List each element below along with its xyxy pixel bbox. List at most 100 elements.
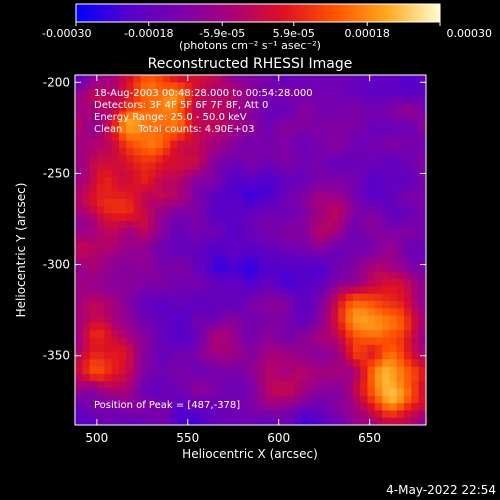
heatmap-cell: [309, 381, 317, 390]
heatmap-cell: [133, 388, 142, 397]
heatmap-cell: [360, 118, 369, 127]
heatmap-cell: [140, 279, 149, 288]
heatmap-cell: [82, 366, 91, 375]
heatmap-cell: [279, 169, 288, 178]
heatmap-cell: [104, 403, 113, 412]
heatmap-cell: [338, 155, 347, 164]
heatmap-cell: [418, 395, 426, 404]
heatmap-cell: [374, 271, 383, 280]
heatmap-cell: [213, 301, 222, 309]
heatmap-cell: [133, 381, 142, 390]
heatmap-cell: [148, 308, 157, 317]
heatmap-cell: [272, 133, 281, 142]
heatmap-cell: [221, 293, 230, 302]
heatmap-cell: [235, 104, 244, 113]
heatmap-cell: [316, 330, 325, 339]
heatmap-cell: [345, 140, 354, 149]
heatmap-cell: [287, 96, 295, 105]
heatmap-cell: [206, 133, 215, 142]
heatmap-cell: [148, 111, 157, 120]
heatmap-cell: [104, 126, 113, 134]
heatmap-cell: [323, 279, 332, 288]
heatmap-cell: [140, 250, 149, 258]
heatmap-cell: [265, 308, 274, 317]
heatmap-cell: [257, 228, 266, 237]
heatmap-cell: [75, 417, 83, 425]
heatmap-cell: [140, 395, 149, 404]
heatmap-cell: [126, 177, 135, 185]
heatmap-cell: [389, 293, 398, 302]
heatmap-cell: [411, 395, 420, 404]
heatmap-cell: [192, 82, 200, 91]
heatmap-cell: [140, 118, 149, 127]
heatmap-cell: [89, 162, 98, 171]
heatmap-cell: [396, 118, 405, 127]
heatmap-cell: [257, 293, 266, 302]
heatmap-cell: [155, 410, 164, 419]
heatmap-cell: [126, 410, 135, 419]
heatmap-cell: [323, 308, 332, 317]
heatmap-cell: [206, 359, 215, 368]
heatmap-cell: [184, 96, 193, 105]
heatmap-cell: [89, 104, 98, 113]
heatmap-cell: [418, 118, 426, 127]
heatmap-cell: [360, 352, 369, 360]
heatmap-cell: [287, 133, 295, 142]
heatmap-cell: [367, 330, 376, 339]
heatmap-cell: [316, 337, 325, 346]
heatmap-cell: [294, 264, 303, 273]
heatmap-cell: [126, 257, 135, 266]
heatmap-cell: [162, 213, 171, 222]
heatmap-cell: [192, 177, 200, 185]
heatmap-cell: [162, 118, 171, 127]
heatmap-cell: [294, 337, 303, 346]
heatmap-cell: [96, 366, 105, 375]
heatmap-cell: [192, 235, 200, 244]
heatmap-cell: [250, 82, 259, 91]
heatmap-cell: [221, 162, 230, 171]
heatmap-cell: [382, 220, 391, 229]
heatmap-cell: [104, 184, 113, 193]
heatmap-cell: [243, 220, 252, 229]
colorbar-ticks: -0.00030 -0.00018 -5.9e-05 5.9e-05 0.00018 0.…: [42, 22, 492, 40]
heatmap-cell: [257, 177, 266, 185]
heatmap-cell: [360, 155, 369, 164]
heatmap-cell: [75, 235, 83, 244]
heatmap-cell: [192, 89, 200, 98]
heatmap-cell: [170, 111, 178, 120]
heatmap-cell: [418, 89, 426, 98]
heatmap-cell: [316, 220, 325, 229]
heatmap-cell: [82, 75, 91, 83]
heatmap-cell: [155, 118, 164, 127]
heatmap-cell: [250, 96, 259, 105]
heatmap-cell: [199, 89, 208, 98]
heatmap-cell: [367, 206, 376, 215]
heatmap-cell: [294, 286, 303, 295]
heatmap-cell: [338, 301, 347, 309]
heatmap-cell: [148, 322, 157, 331]
heatmap-cell: [301, 206, 310, 215]
heatmap-cell: [82, 315, 91, 324]
heatmap-cell: [279, 118, 288, 127]
heatmap-cell: [96, 220, 105, 229]
heatmap-cell: [323, 403, 332, 412]
heatmap-cell: [133, 111, 142, 120]
heatmap-cell: [184, 191, 193, 200]
heatmap-cell: [301, 118, 310, 127]
heatmap-cell: [338, 198, 347, 207]
heatmap-cell: [104, 104, 113, 113]
heatmap-cell: [367, 381, 376, 390]
heatmap-cell: [250, 140, 259, 149]
heatmap-cell: [206, 220, 215, 229]
heatmap-cell: [301, 82, 310, 91]
heatmap-cell: [82, 96, 91, 105]
heatmap-cell: [221, 337, 230, 346]
heatmap-cell: [148, 264, 157, 273]
heatmap-cell: [140, 169, 149, 178]
heatmap-cell: [360, 75, 369, 83]
heatmap-cell: [206, 118, 215, 127]
heatmap-cell: [96, 235, 105, 244]
heatmap-cell: [82, 104, 91, 113]
heatmap-cell: [265, 162, 274, 171]
heatmap-cell: [96, 388, 105, 397]
